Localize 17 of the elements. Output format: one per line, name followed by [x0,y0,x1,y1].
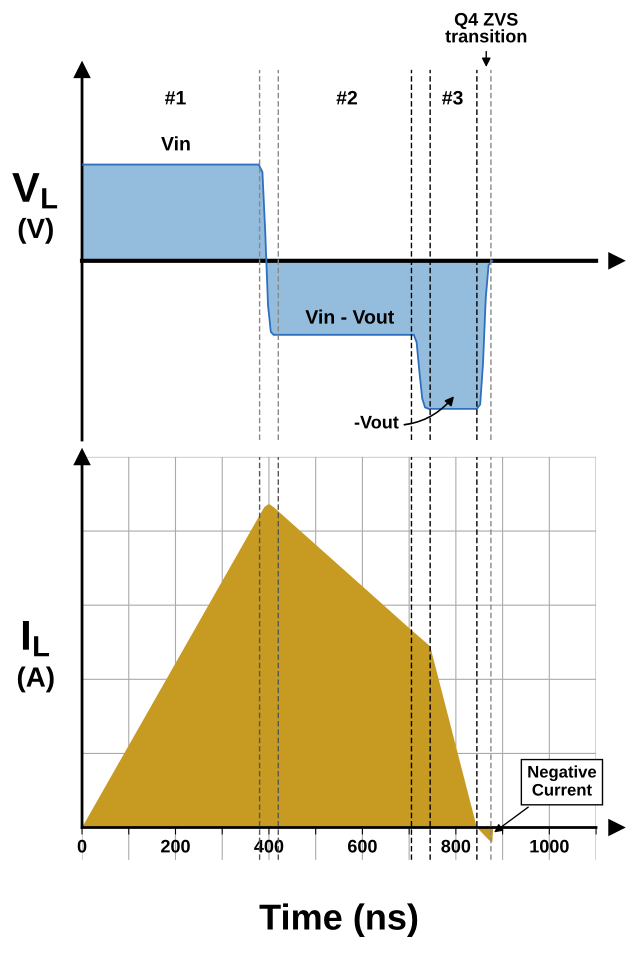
text: #3 [442,90,463,105]
text: #2 [336,90,358,104]
text: Vin [161,136,190,150]
annotation: Vin - Vout [305,309,394,324]
y-axis-title: V$_{L}$ (V) [12,173,58,244]
text: Q4 ZVS transition [445,12,526,43]
x-tick-label: 800 [441,840,470,853]
y-axis-title: I$_{L}$ (A) [18,621,54,692]
x-axis-title: Time (ns) [260,903,418,938]
text: -Vout [354,416,399,429]
x-tick-label: 400 [254,840,284,853]
x-tick-label: 0 [78,840,86,853]
x-tick-label: 1000 [530,840,569,853]
x-tick-label: 200 [161,840,190,853]
annotation: Negative Current [528,765,596,796]
text: #1 [165,91,186,104]
x-tick-label: 600 [348,840,377,853]
